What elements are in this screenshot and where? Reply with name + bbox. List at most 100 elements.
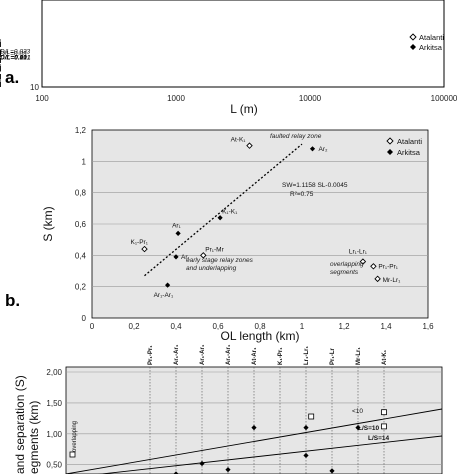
panel-a-legend-filled-diamond-icon bbox=[410, 44, 416, 50]
panel-b-point-label: Pr₁-Pr₁ bbox=[378, 263, 398, 270]
panel-a-ratio-lines: D/L=0.1D/L=0.05D/L=0.033D/L=0.01D/L=0.00… bbox=[0, 39, 31, 87]
panel-b-point-label: K₁-K₁ bbox=[222, 209, 238, 216]
panel-c-point bbox=[329, 468, 335, 474]
panel-c-legend-open-square-icon bbox=[69, 451, 76, 458]
panel-b-point bbox=[359, 258, 367, 265]
panel-c-top-label: K₁-Pr₁ bbox=[278, 347, 284, 365]
panel-c-point bbox=[355, 425, 361, 431]
panel-b-x-tick: 0,6 bbox=[212, 322, 224, 331]
panel-b-x-axis-label: OL length (km) bbox=[221, 329, 300, 343]
panel-c-top-label: Pr₁-Pr₁ bbox=[148, 345, 154, 365]
panel-c-point bbox=[199, 460, 205, 467]
panel-b-label: b. bbox=[5, 291, 20, 310]
panel-b-point-label: Ar₁-Ar₁ bbox=[154, 292, 174, 299]
panel-c-point bbox=[251, 425, 257, 431]
panel-c-fit-line-l-s-14 bbox=[97, 435, 443, 474]
panel-a: D/L=0.1D/L=0.05D/L=0.033D/L=0.01D/L=0.00… bbox=[0, 0, 458, 116]
panel-b-point bbox=[175, 230, 181, 236]
panel-a-x-tick-1000: 1000 bbox=[167, 94, 185, 103]
panel-b-y-tick: 0,6 bbox=[75, 220, 87, 229]
panel-b-note-overlapping-1: overlapping bbox=[330, 261, 364, 268]
panel-b-y-tick: 0 bbox=[82, 314, 87, 323]
panel-b-x-tick: 1,4 bbox=[380, 322, 392, 331]
panel-b-point bbox=[217, 215, 223, 221]
panel-b-y-tick: 1 bbox=[82, 157, 87, 166]
panel-b-x-tick: 0 bbox=[90, 322, 95, 331]
panel-c-y-tick: 2,00 bbox=[46, 368, 62, 377]
panel-b-x-ticks: 0 0,2 0,4 0,6 0,8 1 1,2 1,4 1,6 bbox=[90, 322, 434, 331]
panel-b-point bbox=[165, 282, 171, 288]
panel-b-point-label: Mr-Lr₁ bbox=[383, 277, 402, 284]
panel-c-point bbox=[381, 423, 387, 430]
panel-b-points: At-K₁ Ar₂ Ar₁ K₁-K₁ K₁-Pr₁ Ar₁ Pr₁-Mr Ar₁-Ar₁ Lr… bbox=[131, 137, 402, 299]
panel-b-x-tick: 1 bbox=[300, 322, 305, 331]
panel-c-y-ticks: 0,50 1,00 1,50 2,00 bbox=[46, 368, 62, 470]
panel-a-x-tick-100: 100 bbox=[35, 94, 49, 103]
panel-a-legend-open-diamond-icon bbox=[409, 33, 417, 41]
panel-b-legend-arkitsa: Arkitsa bbox=[397, 148, 421, 157]
panel-b-y-ticks: 0 0,2 0,4 0,6 0,8 1 1,2 bbox=[75, 126, 87, 323]
panel-b-x-tick: 1,2 bbox=[338, 322, 350, 331]
panel-c-point bbox=[308, 413, 315, 420]
panel-b-y-tick: 0,2 bbox=[75, 283, 87, 292]
panel-a-ratio-label: D/L=0.05 bbox=[0, 50, 27, 57]
panel-c-fit-label-l-s-14: L/S=14 bbox=[368, 435, 390, 442]
panel-c-y-tick: 1,00 bbox=[46, 430, 62, 439]
panel-b-legend-atalanti: Atalanti bbox=[397, 137, 422, 146]
panel-c-top-label: Ar₁-Ar₁ bbox=[200, 344, 206, 365]
panel-c-y-axis-label-line-2: egments (km) bbox=[27, 401, 41, 474]
panel-c-top-label: At-K₁ bbox=[382, 349, 388, 365]
panel-c-top-labels: Pr₁-Pr₁ Ar₁-Ar₁ Ar₁-Ar₁ Ar₁-Ar₁ At-Ar₁ K₁-Pr₁… bbox=[148, 344, 388, 365]
panel-c-plot-area bbox=[65, 366, 443, 474]
panel-c-top-label: Mr-Lr₁ bbox=[356, 347, 362, 365]
panel-c-top-label: Lr₁-Lr₁ bbox=[304, 346, 310, 365]
panel-b-regression-equation: SW=1.1158 SL-0.0045 bbox=[282, 182, 348, 189]
panel-b-point-label: Ar₂ bbox=[319, 146, 329, 153]
panel-c-legend-overlapping: overlapping bbox=[72, 421, 78, 452]
panel-b-y-tick: 0,4 bbox=[75, 251, 87, 260]
panel-c-y-tick: 1,50 bbox=[46, 399, 62, 408]
panel-c: 0,50 1,00 1,50 2,00 Pr₁-Pr₁ Ar₁-Ar₁ Ar₁-Ar₁ Ar… bbox=[13, 344, 443, 474]
panel-b-y-tick: 1,2 bbox=[75, 126, 87, 135]
panel-c-legend: overlapping bbox=[69, 421, 78, 458]
panel-c-fit-label-l-s-10: L/S=10 bbox=[358, 425, 380, 432]
panel-a-y-tick-10: 10 bbox=[30, 83, 39, 92]
panel-b-point-label: Ar₁ bbox=[181, 254, 191, 261]
panel-b-point-label: Ar₁ bbox=[172, 222, 182, 229]
panel-b-x-tick: 0,8 bbox=[254, 322, 266, 331]
panel-a-plot-frame bbox=[41, 0, 445, 88]
panel-b-y-tick: 0,8 bbox=[75, 189, 87, 198]
panel-c-point bbox=[225, 467, 231, 473]
panel-c-points bbox=[173, 409, 387, 474]
panel-b-legend-open-diamond-icon bbox=[386, 137, 394, 145]
panel-a-x-axis-label: L (m) bbox=[230, 102, 258, 116]
panel-b-x-tick: 0,4 bbox=[170, 322, 182, 331]
panel-c-y-axis-label-line-1: and separation (S) bbox=[13, 375, 27, 474]
panel-c-top-label: Ar₁-Ar₁ bbox=[174, 344, 180, 365]
panel-b-note-early-stage-1: early stage relay zones bbox=[186, 257, 254, 264]
panel-c-top-label: Pr₁-Lr bbox=[330, 348, 336, 365]
panel-c-point bbox=[173, 471, 179, 474]
panel-b-point-label: Lr₁-Lr₁ bbox=[349, 249, 368, 256]
panel-a-ratio-label: D/L=0.1 bbox=[0, 54, 24, 61]
panel-a-label: a. bbox=[5, 68, 19, 87]
panel-b-point bbox=[309, 146, 316, 152]
panel-b-point bbox=[200, 252, 207, 259]
panel-c-y-tick: 0,50 bbox=[46, 461, 62, 470]
panel-b: 0 0,2 0,4 0,6 0,8 1 1,2 0 0,2 0,4 0,6 0,8 1 1,2 1,4 1,… bbox=[5, 126, 434, 343]
panel-c-point bbox=[303, 425, 309, 431]
panel-a-ratio-label: D/L=0.001 bbox=[0, 54, 31, 61]
panel-c-note-less-than-10: <10 bbox=[352, 408, 363, 415]
panel-a-x-tick-100000: 100000 bbox=[431, 94, 458, 103]
panel-b-note-early-stage-2: and underlapping bbox=[186, 265, 237, 272]
panel-a-legend-atalanti: Atalanti bbox=[419, 33, 444, 42]
panel-c-point bbox=[303, 452, 309, 459]
panel-c-fit-line-l-s-10 bbox=[65, 408, 443, 474]
panel-c-point bbox=[381, 409, 387, 416]
panel-b-point bbox=[246, 142, 253, 149]
panel-a-x-tick-10000: 10000 bbox=[299, 94, 322, 103]
panel-b-point bbox=[173, 254, 179, 260]
panel-b-grid bbox=[92, 161, 428, 287]
panel-b-point bbox=[370, 263, 377, 270]
